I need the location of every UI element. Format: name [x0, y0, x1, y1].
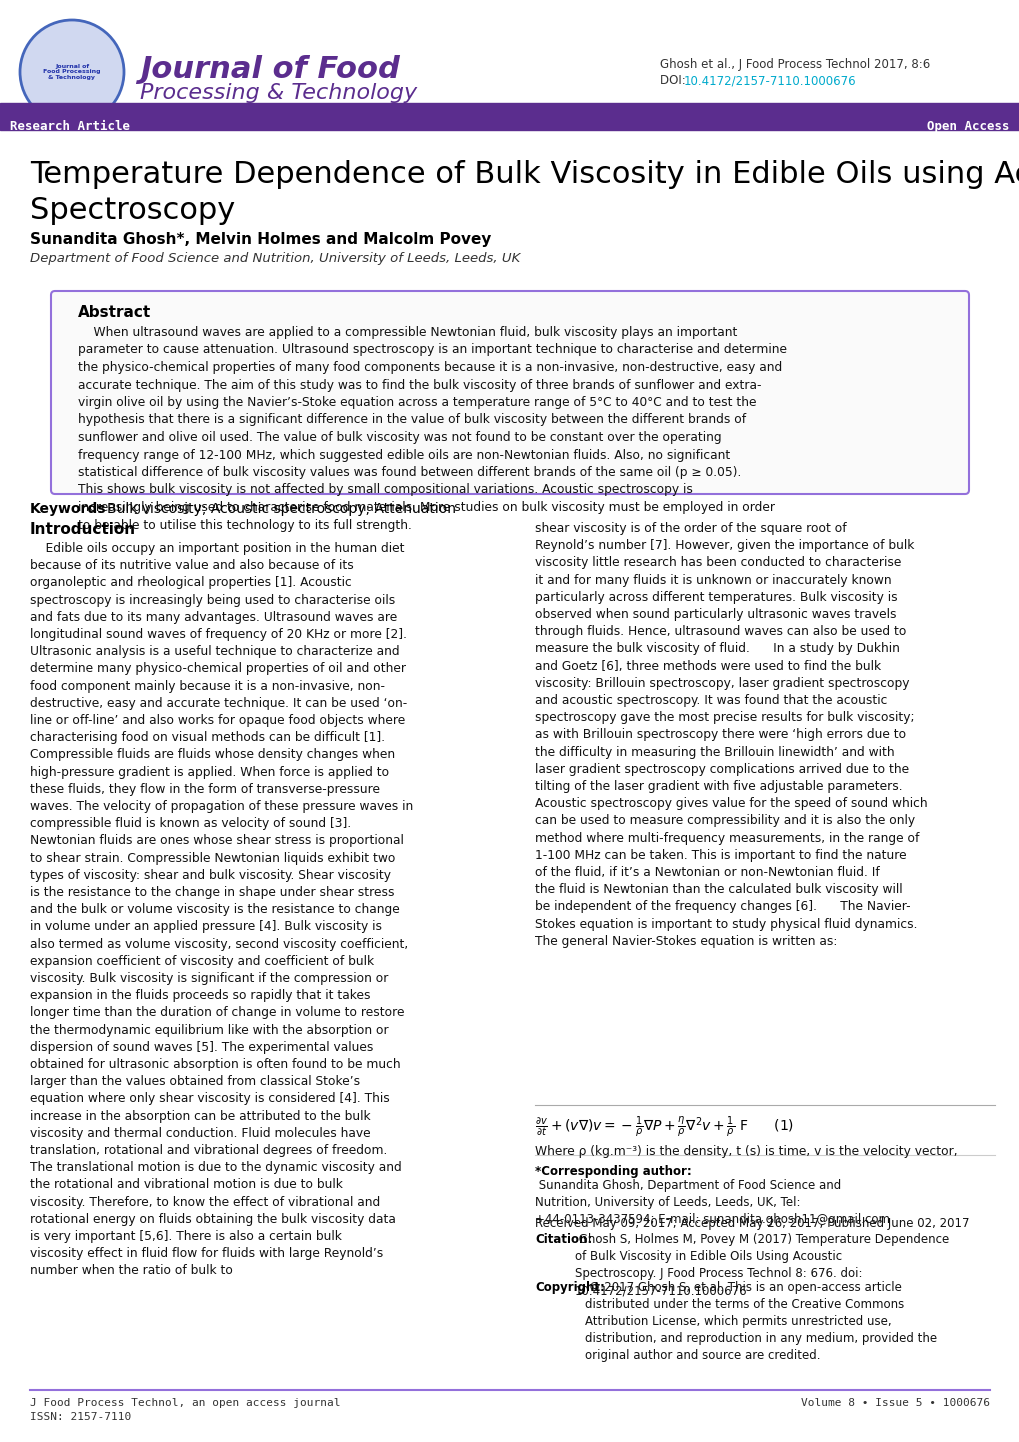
- Circle shape: [20, 20, 124, 124]
- Text: Copyright:: Copyright:: [535, 1280, 604, 1293]
- Text: Journal of
Food Processing
& Technology: Journal of Food Processing & Technology: [43, 63, 101, 81]
- Text: Research Article: Research Article: [10, 120, 129, 133]
- Text: Open Access: Open Access: [926, 120, 1009, 133]
- Text: Journal of Food: Journal of Food: [140, 55, 399, 84]
- Text: 10.4172/2157-7110.1000676: 10.4172/2157-7110.1000676: [684, 74, 856, 87]
- Text: *Corresponding author:: *Corresponding author:: [535, 1165, 691, 1178]
- Text: Citation:: Citation:: [535, 1233, 592, 1246]
- Text: Volume 8 • Issue 5 • 1000676: Volume 8 • Issue 5 • 1000676: [800, 1397, 989, 1407]
- Text: © 2017 Ghosh S, et al. This is an open-access article
distributed under the term: © 2017 Ghosh S, et al. This is an open-a…: [585, 1280, 936, 1363]
- Text: Sunandita Ghosh*, Melvin Holmes and Malcolm Povey: Sunandita Ghosh*, Melvin Holmes and Malc…: [30, 232, 491, 247]
- Text: DOI:: DOI:: [659, 74, 689, 87]
- Text: Where ρ (kg.m⁻³) is the density, t (s) is time, v is the velocity vector,: Where ρ (kg.m⁻³) is the density, t (s) i…: [535, 1145, 957, 1158]
- Text: Edible oils occupy an important position in the human diet
because of its nutrit: Edible oils occupy an important position…: [30, 542, 413, 1278]
- Text: Ghosh S, Holmes M, Povey M (2017) Temperature Dependence
of Bulk Viscosity in Ed: Ghosh S, Holmes M, Povey M (2017) Temper…: [575, 1233, 949, 1296]
- Text: J Food Process Technol, an open access journal: J Food Process Technol, an open access j…: [30, 1397, 340, 1407]
- Bar: [0, 102, 1019, 130]
- Text: Received May 09, 2017; Accepted May 26, 2017; Published June 02, 2017: Received May 09, 2017; Accepted May 26, …: [535, 1217, 968, 1230]
- Text: Processing & Technology: Processing & Technology: [140, 84, 417, 102]
- Text: $\frac{\partial v}{\partial t}+(v\nabla)v = -\frac{1}{\rho}\nabla P+\frac{\eta}{: $\frac{\partial v}{\partial t}+(v\nabla)…: [535, 1115, 794, 1139]
- Text: ISSN: 2157-7110: ISSN: 2157-7110: [30, 1412, 131, 1422]
- Text: Sunandita Ghosh, Department of Food Science and
Nutrition, University of Leeds, : Sunandita Ghosh, Department of Food Scie…: [535, 1180, 890, 1226]
- Text: Temperature Dependence of Bulk Viscosity in Edible Oils using Acoustic
Spectrosc: Temperature Dependence of Bulk Viscosity…: [30, 160, 1019, 225]
- Text: When ultrasound waves are applied to a compressible Newtonian fluid, bulk viscos: When ultrasound waves are applied to a c…: [77, 326, 787, 532]
- Text: Ghosh et al., J Food Process Technol 2017, 8:6: Ghosh et al., J Food Process Technol 201…: [659, 58, 929, 71]
- Text: shear viscosity is of the order of the square root of
Reynold’s number [7]. Howe: shear viscosity is of the order of the s…: [535, 522, 926, 947]
- Text: Keywords: Keywords: [30, 502, 106, 516]
- Text: Department of Food Science and Nutrition, University of Leeds, Leeds, UK: Department of Food Science and Nutrition…: [30, 252, 520, 265]
- Text: : Bulk viscosity; Acoustic spectroscopy; Attenuation: : Bulk viscosity; Acoustic spectroscopy;…: [98, 502, 455, 516]
- Text: Abstract: Abstract: [77, 306, 151, 320]
- FancyBboxPatch shape: [51, 291, 968, 495]
- Text: Introduction: Introduction: [30, 522, 136, 536]
